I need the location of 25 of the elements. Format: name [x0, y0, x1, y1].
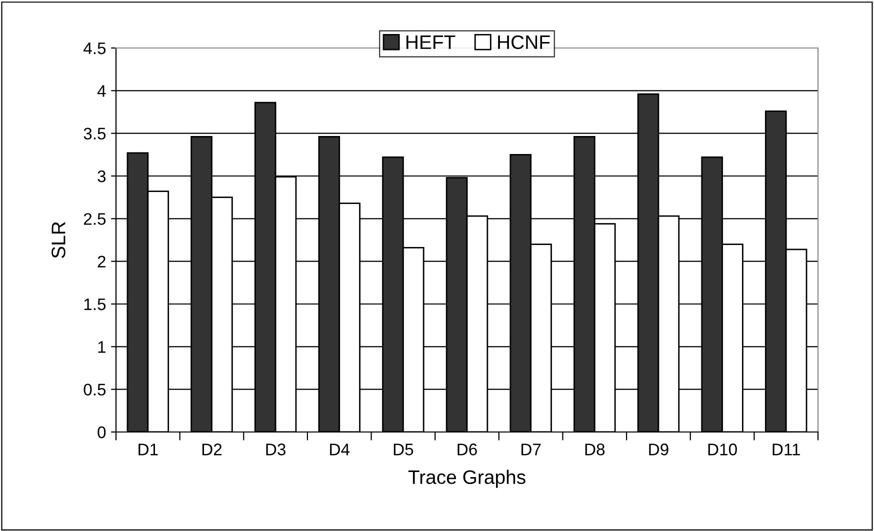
y-tick-label: 3 — [98, 170, 106, 182]
x-tick-label: D9 — [649, 444, 668, 456]
legend-label: HCNF — [498, 35, 550, 50]
x-axis-title: Trace Graphs — [408, 470, 526, 488]
x-tick-label: D2 — [202, 444, 222, 456]
x-tick-label: D11 — [772, 444, 800, 456]
x-tick-label: D7 — [522, 444, 541, 456]
y-tick-label: 2.5 — [84, 213, 106, 225]
x-tick-label: D5 — [394, 444, 414, 456]
y-tick-label: 0.5 — [84, 384, 106, 396]
y-tick-label: 2 — [98, 256, 106, 268]
x-tick-label: D10 — [708, 444, 737, 456]
x-tick-label: D8 — [585, 444, 605, 456]
y-tick-label: 4 — [97, 85, 106, 97]
y-axis-title: SLR — [52, 222, 66, 258]
legend-label: HEFT — [406, 36, 456, 49]
x-tick-label: D4 — [330, 444, 350, 456]
y-tick-label: 4.5 — [83, 42, 106, 54]
x-tick-label: D6 — [458, 444, 477, 456]
x-tick-label: D3 — [266, 444, 286, 456]
x-tick-label: D1 — [138, 444, 158, 456]
y-tick-label: 3.5 — [84, 128, 106, 140]
y-tick-label: 1 — [98, 341, 106, 353]
y-tick-label: 1.5 — [84, 298, 106, 310]
y-tick-label: 0 — [98, 426, 106, 438]
